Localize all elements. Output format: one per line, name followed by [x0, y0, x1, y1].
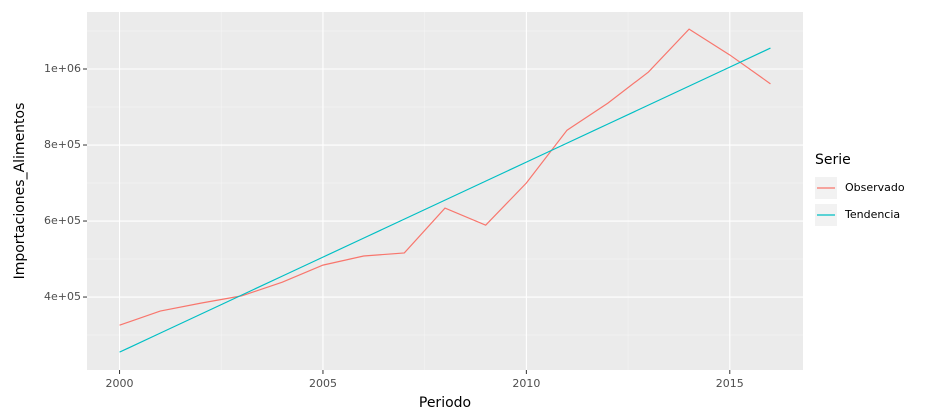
x-tick-label: 2005 — [309, 377, 337, 390]
y-tick-label: 1e+06 — [44, 62, 81, 75]
x-tick-label: 2000 — [106, 377, 134, 390]
legend-label: Observado — [845, 181, 905, 194]
x-tick-label: 2015 — [716, 377, 744, 390]
line-series — [119, 47, 771, 353]
legend-title: Serie — [815, 152, 851, 168]
x-axis-title: Periodo — [419, 395, 471, 411]
y-axis-title: Importaciones_Alimentos — [12, 103, 28, 280]
line-series — [119, 28, 771, 326]
y-tick-label: 6e+05 — [44, 214, 81, 227]
panel — [87, 12, 803, 370]
y-tick-label: 4e+05 — [44, 290, 81, 303]
legend-label: Tendencia — [844, 208, 900, 221]
x-tick-label: 2010 — [512, 377, 540, 390]
y-tick-label: 8e+05 — [44, 138, 81, 151]
